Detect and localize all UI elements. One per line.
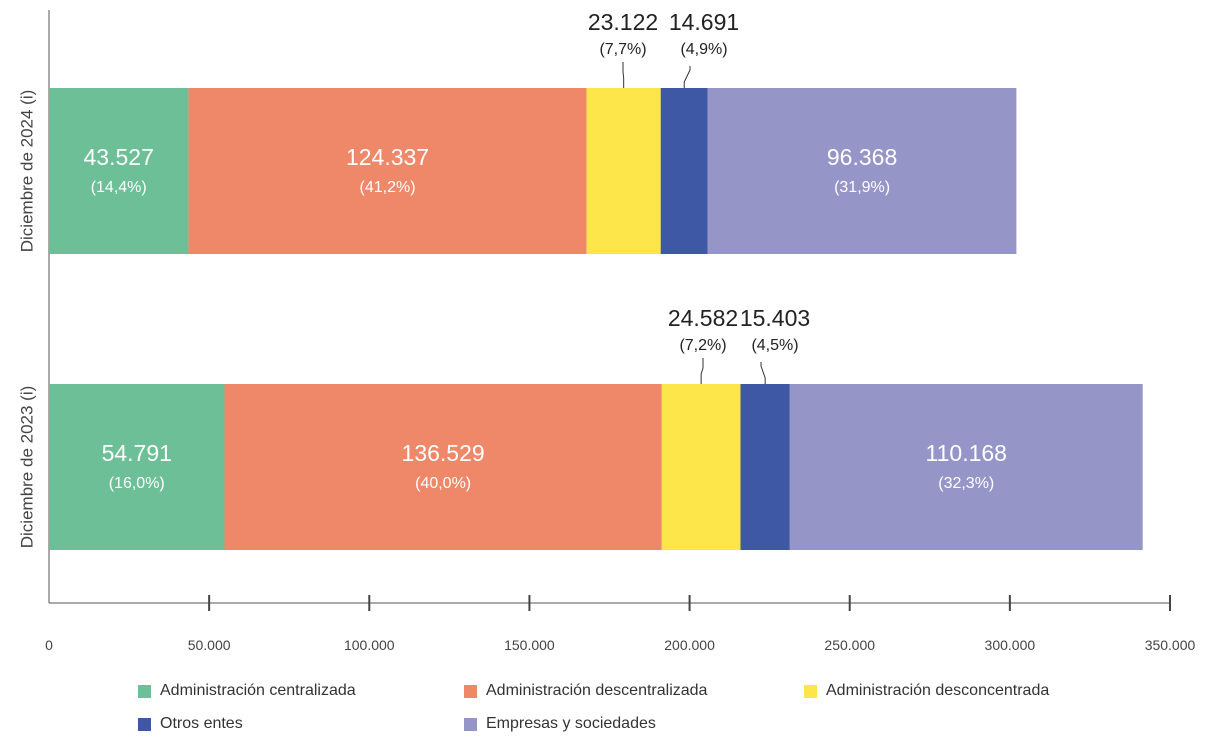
leader-line <box>622 62 625 88</box>
legend-swatch <box>138 684 151 698</box>
x-tick-label: 250.000 <box>824 637 875 653</box>
x-tick-label: 100.000 <box>344 637 395 653</box>
data-label: 15.403 <box>740 305 810 331</box>
share-label: (7,7%) <box>599 41 646 58</box>
bar-segment <box>661 384 741 550</box>
bar-segment <box>49 384 225 550</box>
data-label: 136.529 <box>402 440 485 466</box>
legend-label: Administración descentralizada <box>486 682 708 699</box>
legend-item-otros-entes: Otros entes <box>138 715 243 733</box>
data-label: 124.337 <box>346 144 429 170</box>
legend-swatch <box>464 684 477 698</box>
legend-swatch <box>138 717 151 731</box>
x-tick-label: 300.000 <box>985 637 1036 653</box>
bar-segment <box>740 384 790 550</box>
bar-segment <box>660 88 708 254</box>
data-label: 14.691 <box>669 9 739 35</box>
legend-label: Otros entes <box>160 715 243 732</box>
share-label: (32,3%) <box>938 475 994 492</box>
leader-line <box>683 66 691 88</box>
share-label: (4,9%) <box>680 41 727 58</box>
legend-swatch <box>804 684 817 698</box>
leader-line <box>700 358 704 384</box>
category-label: Diciembre de 2024 (i) <box>17 90 36 253</box>
legend-swatch <box>464 717 477 731</box>
bar-segment <box>789 384 1143 550</box>
data-label: 96.368 <box>827 144 897 170</box>
data-label: 54.791 <box>102 440 172 466</box>
x-tick-label: 350.000 <box>1145 637 1196 653</box>
bar-segment <box>188 88 587 254</box>
share-label: (4,5%) <box>751 337 798 354</box>
share-label: (31,9%) <box>834 179 890 196</box>
bar-segment <box>224 384 662 550</box>
legend-label: Administración centralizada <box>160 682 356 699</box>
legend-item-descentralizada: Administración descentralizada <box>464 682 707 700</box>
legend-item-empresas: Empresas y sociedades <box>464 715 656 733</box>
legend-item-centralizada: Administración centralizada <box>138 682 356 700</box>
share-label: (40,0%) <box>415 475 471 492</box>
leader-line <box>760 362 766 384</box>
x-tick-label: 150.000 <box>504 637 555 653</box>
legend-item-desconcentrada: Administración desconcentrada <box>804 682 1049 700</box>
bar-segment <box>586 88 661 254</box>
data-label: 43.527 <box>84 144 154 170</box>
share-label: (16,0%) <box>109 475 165 492</box>
x-tick-label: 0 <box>45 637 53 653</box>
legend-label: Administración desconcentrada <box>826 682 1050 699</box>
legend-label: Empresas y sociedades <box>486 715 656 732</box>
data-label: 24.582 <box>668 305 738 331</box>
bar-segment <box>707 88 1017 254</box>
category-label: Diciembre de 2023 (i) <box>17 386 36 549</box>
x-tick-label: 50.000 <box>188 637 231 653</box>
x-tick-label: 200.000 <box>664 637 715 653</box>
data-label: 23.122 <box>588 9 658 35</box>
share-label: (7,2%) <box>679 337 726 354</box>
data-label: 110.168 <box>926 440 1007 466</box>
share-label: (14,4%) <box>91 179 147 196</box>
bar-segment <box>49 88 189 254</box>
share-label: (41,2%) <box>360 179 416 196</box>
